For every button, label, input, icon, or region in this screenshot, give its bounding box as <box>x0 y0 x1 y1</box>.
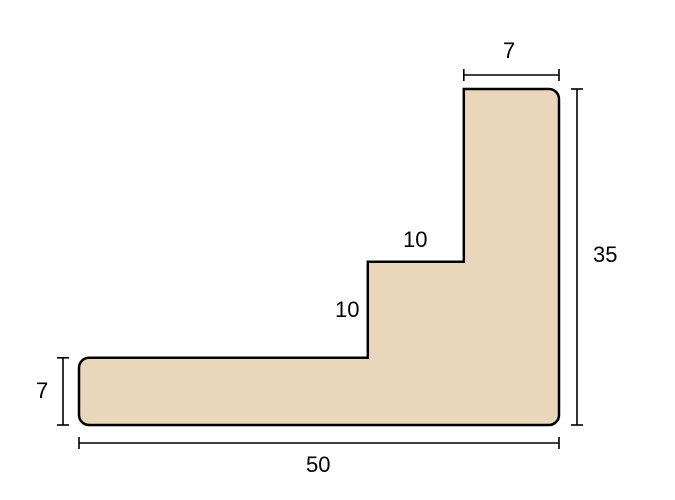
dim-label-left-7: 7 <box>36 378 48 404</box>
dim-label-step-width-10: 10 <box>403 227 427 253</box>
dim-label-step-height-10: 10 <box>335 297 359 323</box>
dim-label-bottom-50: 50 <box>306 452 330 478</box>
dim-label-right-35: 35 <box>593 242 617 268</box>
dim-label-top-7: 7 <box>503 38 515 64</box>
dimension-bars-svg <box>0 0 675 500</box>
